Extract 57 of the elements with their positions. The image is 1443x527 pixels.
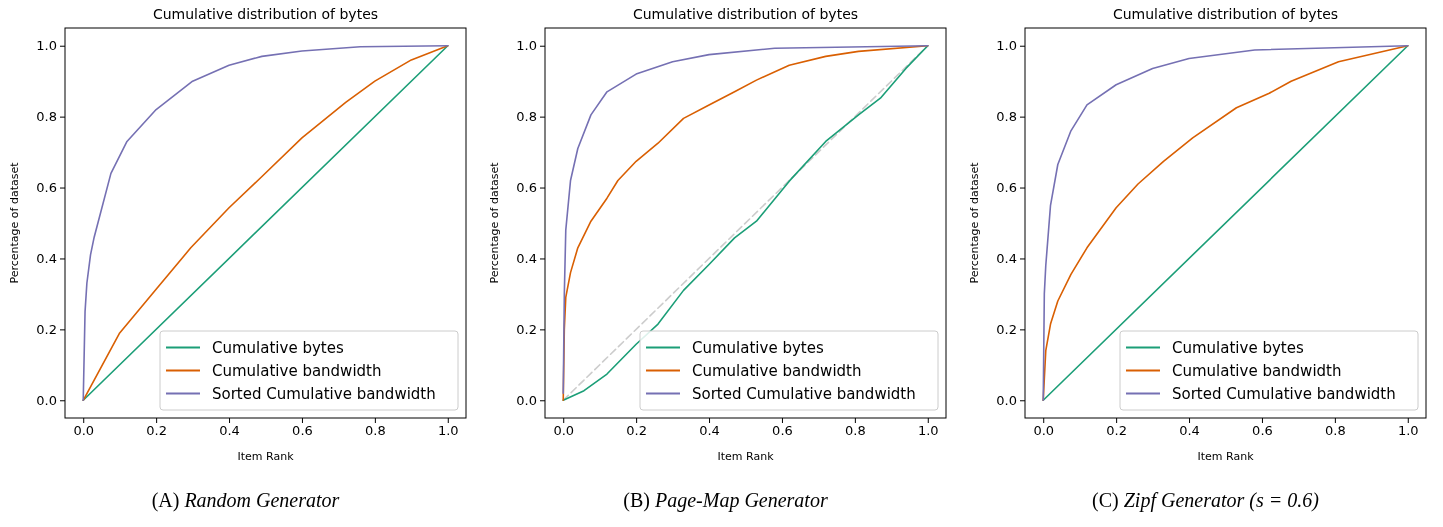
text: (C) Zipf Generator (s = 0.6) [1092,489,1320,512]
y-tick-label: 0.2 [36,322,57,338]
x-tick-label: 0.4 [219,423,240,439]
y-axis-title: Percentage of dataset [968,161,981,284]
x-tick-label: 0.0 [553,423,575,439]
x-tick-label: 0.8 [1325,423,1346,439]
x-tick-label: 0.8 [365,423,386,439]
x-tick-label: 1.0 [1397,423,1419,439]
x-tick-label: 0.4 [1179,423,1200,439]
x-tick-label: 1.0 [437,423,459,439]
legend-label: Cumulative bandwidth [212,361,382,380]
x-tick-label: 0.6 [1252,423,1273,439]
y-tick-label: 0.8 [996,109,1017,125]
text: (B) Page-Map Generator [623,489,828,512]
y-axis-title: Percentage of dataset [8,161,21,284]
x-tick-label: 0.8 [845,423,866,439]
y-tick-label: 0.8 [36,109,57,125]
legend-label: Sorted Cumulative bandwidth [212,384,436,403]
chart-title: Cumulative distribution of bytes [632,6,859,22]
y-tick-label: 1.0 [516,38,537,54]
y-tick-label: 0.6 [36,180,57,196]
x-tick-label: 0.4 [699,423,720,439]
x-tick-label: 0.6 [772,423,793,439]
y-tick-label: 0.6 [516,180,537,196]
y-tick-label: 0.0 [36,392,57,408]
chart-title: Cumulative distribution of bytes [152,6,379,22]
x-axis-title: Item Rank [717,450,775,463]
x-tick-label: 0.2 [626,423,647,439]
x-axis-title: Item Rank [237,450,295,463]
y-tick-label: 1.0 [36,38,57,54]
legend-label: Cumulative bandwidth [692,361,862,380]
legend-label: Sorted Cumulative bandwidth [1172,384,1396,403]
x-tick-label: 0.2 [1106,423,1127,439]
y-tick-label: 0.4 [36,251,57,267]
y-axis-title: Percentage of dataset [488,161,501,284]
chart-title: Cumulative distribution of bytes [1112,6,1339,22]
x-tick-label: 0.0 [73,423,95,439]
y-tick-label: 0.0 [996,392,1017,408]
legend-label: Cumulative bandwidth [1172,361,1342,380]
y-tick-label: 0.8 [516,109,537,125]
y-tick-label: 0.0 [516,392,537,408]
y-tick-label: 0.6 [996,180,1017,196]
x-tick-label: 0.6 [292,423,313,439]
text: (A) Random Generator [151,489,340,512]
y-tick-label: 0.4 [516,251,537,267]
legend-label: Cumulative bytes [692,338,824,357]
legend-label: Sorted Cumulative bandwidth [692,384,916,403]
y-tick-label: 0.4 [996,251,1017,267]
legend-label: Cumulative bytes [1172,338,1304,357]
y-tick-label: 1.0 [996,38,1017,54]
y-tick-label: 0.2 [516,322,537,338]
x-tick-label: 0.0 [1033,423,1055,439]
x-tick-label: 0.2 [146,423,167,439]
x-axis-title: Item Rank [1197,450,1255,463]
x-tick-label: 1.0 [917,423,939,439]
y-tick-label: 0.2 [996,322,1017,338]
legend-label: Cumulative bytes [212,338,344,357]
